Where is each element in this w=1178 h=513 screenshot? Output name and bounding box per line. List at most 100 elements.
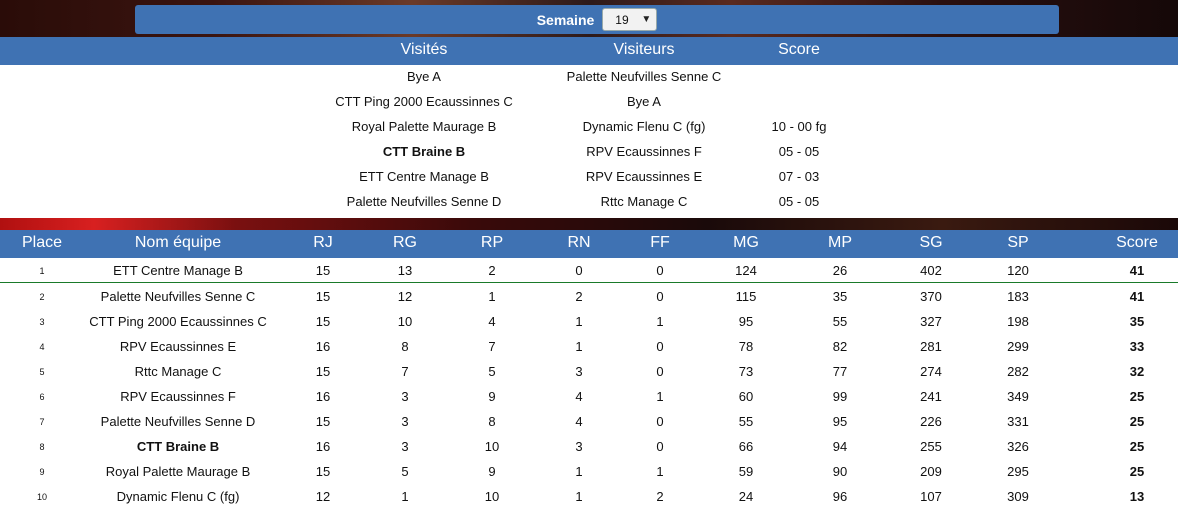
week-selector-bar: Semaine 19 ▼ [135, 5, 1059, 34]
table-cell: 0 [575, 263, 583, 278]
table-cell: 59 [738, 464, 754, 479]
match-row: Bye A Palette Neufvilles Senne C [0, 65, 1178, 90]
table-row: 5 Rttc Manage C 15 7 5 3 0 73 77 274 282 32 [0, 359, 1178, 384]
table-cell: 0 [656, 364, 664, 379]
table-cell: 115 [735, 289, 757, 304]
table-cell: 241 [920, 389, 942, 404]
table-cell: 15 [315, 364, 331, 379]
table-cell: 16 [315, 439, 331, 454]
week-select-value: 19 [615, 12, 629, 27]
table-cell: 2 [488, 263, 496, 278]
table-cell: 3 [39, 317, 45, 327]
match-row: Palette Neufvilles Senne D Rttc Manage C 0… [0, 190, 1178, 215]
table-cell: 82 [832, 339, 848, 354]
table-cell: 60 [738, 389, 754, 404]
ranking-header-cell: RG [393, 234, 417, 251]
table-cell: 10 [484, 439, 500, 454]
table-cell: 25 [1129, 389, 1145, 404]
table-cell: 2 [39, 292, 45, 302]
middle-background-band [0, 218, 1178, 230]
table-row: 7 Palette Neufvilles Senne D 15 3 8 4 0 55 95 226… [0, 409, 1178, 434]
table-cell: 4 [575, 389, 583, 404]
table-cell: 120 [1007, 263, 1029, 278]
table-cell: 1 [39, 266, 45, 276]
table-cell: 95 [738, 314, 754, 329]
match-away: Rttc Manage C [600, 194, 688, 209]
table-row: 9 Royal Palette Maurage B 15 5 9 1 1 59 90 209 295… [0, 459, 1178, 484]
matches-header-home: Visités [400, 41, 448, 58]
week-select[interactable]: 19 ▼ [602, 8, 658, 31]
table-cell: 41 [1129, 263, 1145, 278]
ranking-header-cell: Score [1116, 234, 1158, 251]
ranking-header-cell: RN [567, 234, 591, 251]
table-cell: 96 [832, 489, 848, 504]
match-row: CTT Ping 2000 Ecaussinnes C Bye A [0, 90, 1178, 115]
table-cell: 1 [575, 339, 583, 354]
table-cell: 15 [315, 289, 331, 304]
table-cell: 33 [1129, 339, 1145, 354]
table-cell: 7 [401, 364, 409, 379]
table-cell: 5 [39, 367, 45, 377]
ranking-header-cell: Nom équipe [134, 234, 222, 251]
table-cell: 3 [401, 439, 409, 454]
match-score: 05 - 05 [778, 144, 820, 159]
table-cell: RPV Ecaussinnes E [119, 339, 237, 354]
table-cell: 10 [36, 492, 48, 502]
match-home: Royal Palette Maurage B [351, 119, 497, 134]
table-cell: 7 [488, 339, 496, 354]
table-row: 8 CTT Braine B 16 3 10 3 0 66 94 255 326 25 [0, 434, 1178, 459]
table-cell: 3 [401, 389, 409, 404]
table-row: 6 RPV Ecaussinnes F 16 3 9 4 1 60 99 241 349 25 [0, 384, 1178, 409]
table-cell: 9 [488, 464, 496, 479]
table-cell: 16 [315, 339, 331, 354]
match-score: 10 - 00 fg [771, 119, 827, 134]
table-cell: 78 [738, 339, 754, 354]
match-away: Palette Neufvilles Senne C [566, 69, 722, 84]
table-cell: 255 [920, 439, 942, 454]
table-cell: 9 [39, 467, 45, 477]
table-cell: 7 [39, 417, 45, 427]
table-cell: 25 [1129, 414, 1145, 429]
table-cell: Dynamic Flenu C (fg) [116, 489, 240, 504]
table-cell: 309 [1007, 489, 1029, 504]
match-away: RPV Ecaussinnes E [585, 169, 703, 184]
table-cell: 209 [920, 464, 942, 479]
table-cell: 9 [488, 389, 496, 404]
table-cell: 16 [315, 389, 331, 404]
match-row: ETT Centre Manage B RPV Ecaussinnes E 07 -… [0, 165, 1178, 190]
table-cell: Palette Neufvilles Senne D [100, 414, 256, 429]
table-cell: 26 [832, 263, 848, 278]
table-cell: 1 [656, 389, 664, 404]
table-cell: 0 [656, 263, 664, 278]
table-cell: 349 [1007, 389, 1029, 404]
match-home: Palette Neufvilles Senne D [346, 194, 502, 209]
ranking-header-cell: FF [650, 234, 670, 251]
table-cell: 8 [488, 414, 496, 429]
ranking-header-cell: SP [1007, 234, 1029, 251]
table-cell: 3 [575, 364, 583, 379]
match-home: CTT Braine B [382, 144, 466, 159]
ranking-header-cell: SG [919, 234, 943, 251]
ranking-header-cell: MP [828, 234, 852, 251]
matches-header-score: Score [778, 41, 820, 58]
matches-header-away: Visiteurs [613, 41, 675, 58]
table-cell: 35 [832, 289, 848, 304]
table-cell: 90 [832, 464, 848, 479]
table-cell: 10 [484, 489, 500, 504]
ranking-header-cell: RJ [313, 234, 333, 251]
table-cell: 402 [920, 263, 942, 278]
table-cell: 55 [738, 414, 754, 429]
table-cell: Royal Palette Maurage B [105, 464, 251, 479]
table-cell: 13 [1129, 489, 1145, 504]
table-cell: 124 [735, 263, 757, 278]
table-cell: 4 [575, 414, 583, 429]
match-score: 07 - 03 [778, 169, 820, 184]
match-row: CTT Braine B RPV Ecaussinnes F 05 - 05 [0, 140, 1178, 165]
table-cell: 198 [1007, 314, 1029, 329]
table-cell: 25 [1129, 439, 1145, 454]
match-row: Royal Palette Maurage B Dynamic Flenu C (… [0, 115, 1178, 140]
table-row: 3 CTT Ping 2000 Ecaussinnes C 15 10 4 1 1 95 55 3… [0, 309, 1178, 334]
table-row: 4 RPV Ecaussinnes E 16 8 7 1 0 78 82 281 299 33 [0, 334, 1178, 359]
table-cell: 226 [920, 414, 942, 429]
table-cell: 1 [575, 314, 583, 329]
